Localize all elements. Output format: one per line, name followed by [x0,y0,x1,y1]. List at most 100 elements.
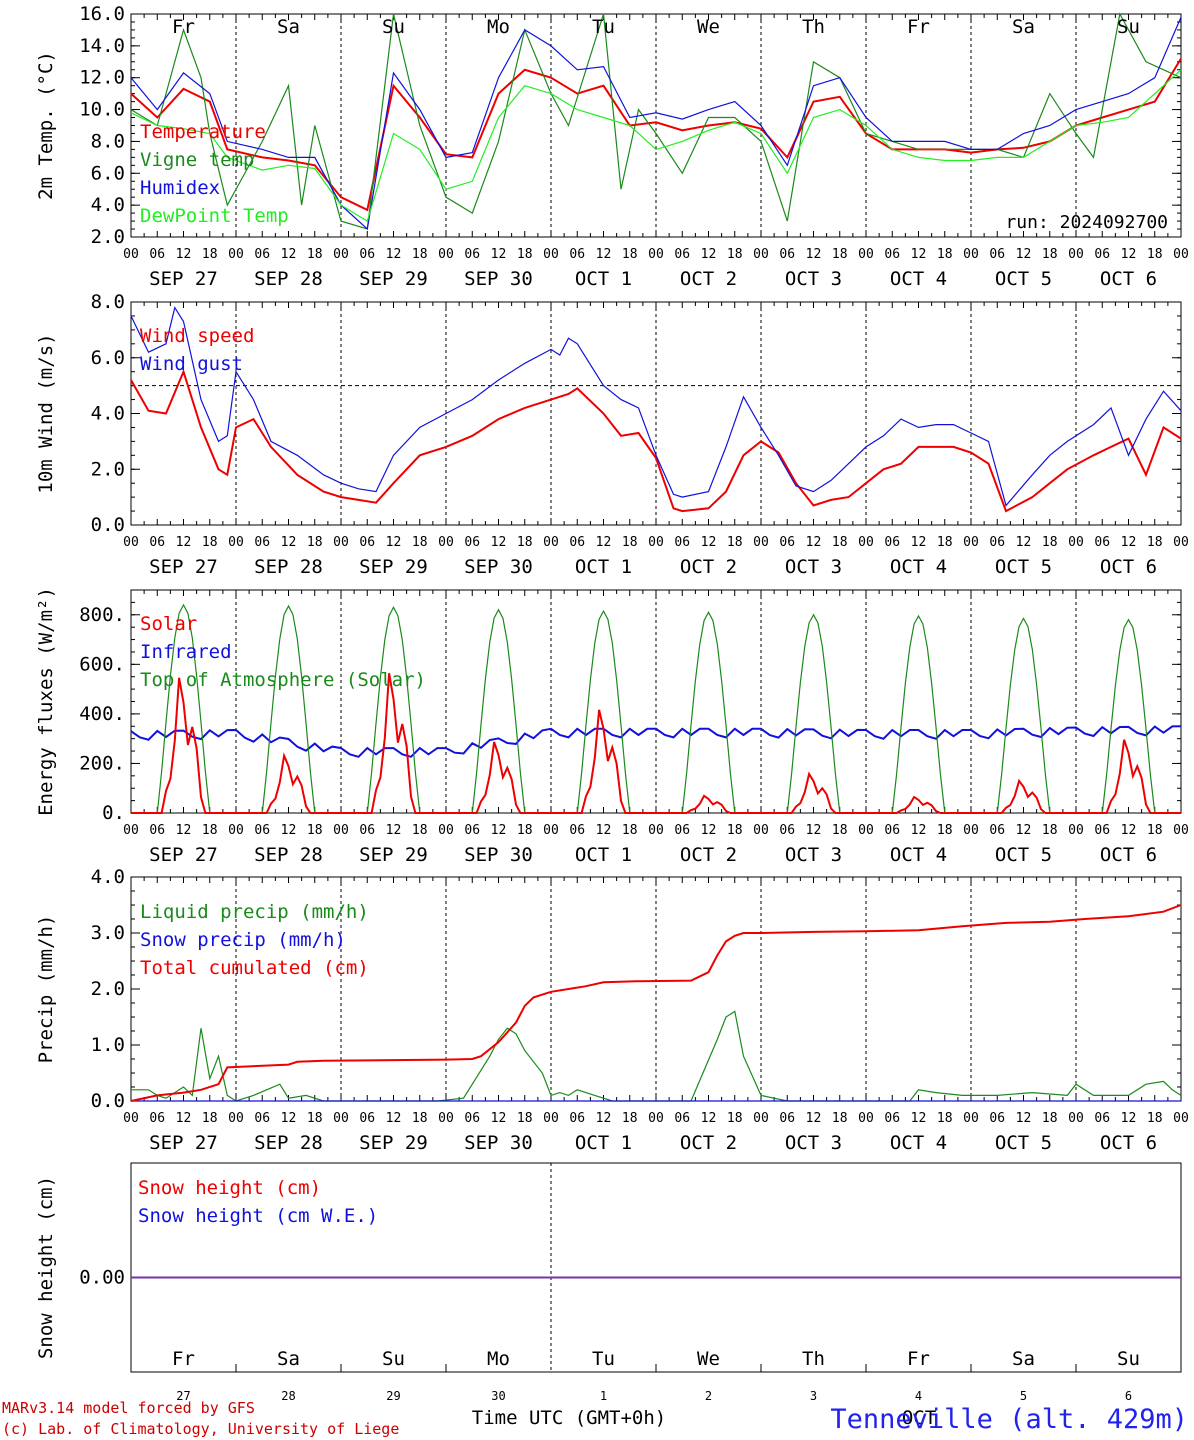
plot-frame [130,301,1182,526]
y-axis-title: 10m Wind (m/s) [35,333,57,493]
date-label: OCT 6 [1100,1132,1157,1154]
weekday-label: Sa [277,16,300,38]
hour-label: 18 [202,823,218,838]
hour-label: 18 [727,1111,743,1126]
hour-label: 18 [832,247,848,262]
date-label: SEP 30 [464,844,533,866]
hour-label: 12 [1121,1111,1137,1126]
y-tick-label: 400. [79,703,125,725]
weekday-label: Sa [1012,16,1035,38]
hour-label: 00 [228,823,244,838]
hour-label: 06 [569,1111,585,1126]
y-tick-label: 200. [79,752,125,774]
x-axis-title: Time UTC (GMT+0h) [472,1407,666,1429]
weekday-label: We [697,16,720,38]
weekday-label: We [697,1348,720,1370]
weekday-label: Mo [487,16,510,38]
weekday-label: Su [382,1348,405,1370]
hour-label: 06 [359,247,375,262]
legend-entry-1: Temperature [140,121,266,143]
hour-label: 06 [464,823,480,838]
legend-entry-2: Snow precip (mm/h) [140,929,346,951]
y-tick-label: 6.0 [91,162,125,184]
hour-label: 12 [596,247,612,262]
date-label: OCT 1 [575,556,632,578]
hour-label: 06 [464,1111,480,1126]
hour-label: 12 [281,823,297,838]
weekday-label: Th [802,1348,825,1370]
y-tick-label: 6.0 [91,347,125,369]
y-tick-label: 1.0 [91,1034,125,1056]
hour-label: 12 [386,247,402,262]
series-energy-solar [866,795,971,814]
y-tick-label: 0.00 [79,1267,125,1289]
hour-label: 18 [307,247,323,262]
hour-label: 12 [701,247,717,262]
hour-label: 12 [176,823,192,838]
y-tick-label: 8.0 [91,130,125,152]
hour-label: 06 [149,535,165,550]
month-label: OCT [902,1407,936,1429]
hour-label: 00 [1173,247,1189,262]
hour-label: 06 [569,823,585,838]
weekday-label: Th [802,16,825,38]
hour-label: 12 [491,535,507,550]
y-tick-label: 0. [102,802,125,824]
y-tick-label: 4.0 [91,866,125,888]
y-tick-label: 4.0 [91,194,125,216]
plot-frame [130,13,1182,238]
hour-label: 12 [1121,535,1137,550]
hour-label: 12 [701,823,717,838]
hour-label: 06 [569,535,585,550]
y-tick-label: 3.0 [91,922,125,944]
hour-label: 00 [858,1111,874,1126]
series-energy-solar [1076,739,1181,814]
date-label: OCT 4 [890,268,947,290]
hour-label: 12 [806,1111,822,1126]
date-label: OCT 3 [785,1132,842,1154]
series-precip-2 [130,904,1182,1102]
legend-entry-3: Total cumulated (cm) [140,957,369,979]
hour-label: 18 [1042,247,1058,262]
hour-label: 12 [806,823,822,838]
day-number-label: 28 [281,1389,295,1403]
legend-entry-2: Vigne temp [140,149,254,171]
hour-label: 06 [779,1111,795,1126]
date-label: SEP 28 [254,1132,323,1154]
hour-label: 18 [622,823,638,838]
hour-label: 18 [622,1111,638,1126]
legend-entry-1: Liquid precip (mm/h) [140,901,369,923]
date-label: OCT 1 [575,1132,632,1154]
series-energy-toa [236,604,341,814]
hour-label: 12 [806,535,822,550]
hour-label: 18 [1042,535,1058,550]
day-number-label: 30 [491,1389,505,1403]
hour-label: 18 [622,247,638,262]
day-number-label: 2 [705,1389,712,1403]
panel-energy: 0. 200. 400. 600. 800. Energy fluxes (W/m²) 00… [35,587,1189,866]
weekday-label: Fr [172,1348,195,1370]
series-energy-solar [446,741,551,814]
date-label: OCT 6 [1100,556,1157,578]
series-energy-solar [656,794,761,814]
date-label: OCT 4 [890,844,947,866]
weekday-label: Mo [487,1348,510,1370]
hour-label: 06 [1094,535,1110,550]
date-label: SEP 29 [359,1132,428,1154]
y-tick-label: 12.0 [79,67,125,89]
date-label: SEP 28 [254,844,323,866]
series-energy-toa [656,611,761,814]
hour-label: 00 [438,247,454,262]
y-tick-label: 16.0 [79,3,125,25]
hour-label: 12 [1016,535,1032,550]
hour-label: 00 [228,247,244,262]
y-tick-label: 0.0 [91,514,125,536]
hour-label: 12 [911,247,927,262]
hour-label: 00 [333,247,349,262]
hour-label: 18 [832,535,848,550]
hour-label: 00 [753,535,769,550]
hour-label: 12 [281,247,297,262]
hour-label: 00 [648,1111,664,1126]
hour-label: 00 [333,823,349,838]
